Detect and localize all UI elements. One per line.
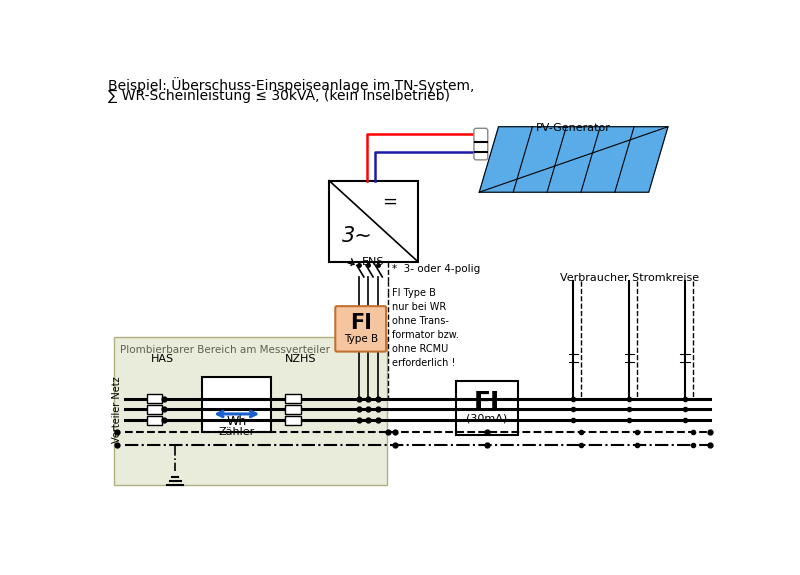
Text: Beispiel: Überschuss-Einspeiseanlage im TN-System,: Beispiel: Überschuss-Einspeiseanlage im … (108, 76, 474, 93)
Bar (456, 381, 518, 435)
Bar (329, 181, 418, 262)
Bar (286, 405, 301, 414)
Bar (286, 416, 301, 425)
FancyBboxPatch shape (335, 306, 386, 351)
Text: *  3- oder 4-polig: * 3- oder 4-polig (392, 264, 481, 274)
Text: ∑ WR-Scheinleistung ≤ 30kVA, (kein Inselbetrieb): ∑ WR-Scheinleistung ≤ 30kVA, (kein Insel… (108, 89, 450, 103)
Text: Type B: Type B (344, 334, 378, 343)
Text: FI Type B
nur bei WR
ohne Trans-
formator bzw.
ohne RCMU
erforderlich !: FI Type B nur bei WR ohne Trans- formato… (392, 289, 459, 369)
Text: Plombierbarer Bereich am Messverteiler: Plombierbarer Bereich am Messverteiler (120, 344, 330, 355)
Text: Zähler: Zähler (218, 427, 255, 438)
Polygon shape (479, 126, 668, 192)
Bar (146, 394, 162, 403)
Text: PV-Generator: PV-Generator (536, 123, 611, 133)
Bar (114, 337, 387, 485)
Text: FI: FI (474, 390, 500, 413)
Text: Wh: Wh (226, 415, 247, 428)
Text: Verbraucher Stromkreise: Verbraucher Stromkreise (560, 273, 699, 283)
Text: (30mA): (30mA) (466, 413, 508, 424)
Text: NZHS: NZHS (285, 354, 317, 364)
Bar (286, 394, 301, 403)
Text: HAS: HAS (150, 354, 174, 364)
FancyBboxPatch shape (474, 128, 488, 160)
Text: FI: FI (350, 313, 372, 333)
Bar (146, 405, 162, 414)
Text: Verteiler Netz: Verteiler Netz (112, 376, 122, 443)
Bar (146, 416, 162, 425)
Text: 3~: 3~ (342, 226, 373, 246)
Text: ENS: ENS (362, 257, 384, 267)
Text: =: = (382, 193, 397, 211)
Bar (202, 377, 271, 432)
